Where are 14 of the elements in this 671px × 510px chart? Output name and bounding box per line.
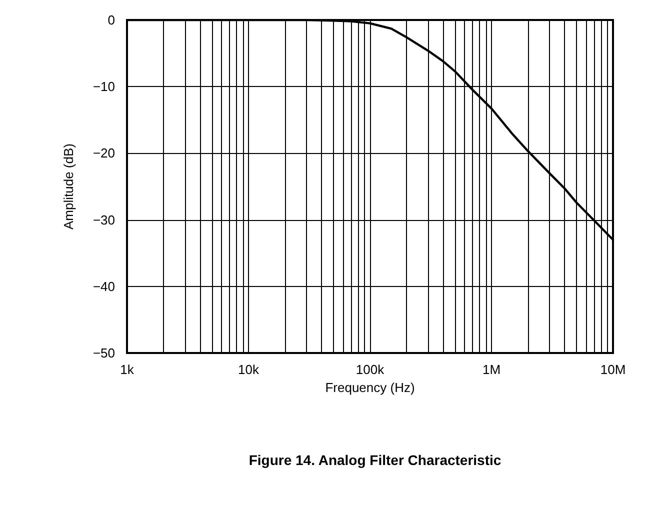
x-axis-title: Frequency (Hz): [325, 380, 415, 395]
y-tick-label: −10: [92, 79, 115, 94]
x-tick-label: 10k: [238, 362, 260, 377]
y-tick-label: −20: [92, 146, 115, 161]
x-tick-label: 100k: [356, 362, 385, 377]
x-tick-label: 1k: [120, 362, 134, 377]
x-tick-label: 10M: [600, 362, 626, 377]
x-tick-label: 1M: [482, 362, 501, 377]
y-tick-label: −40: [92, 278, 115, 294]
text: Figure 14. Analog Filter Characteristic: [248, 452, 502, 468]
y-tick-label: −30: [92, 212, 115, 228]
y-axis-title: Amplitude (dB): [61, 144, 76, 230]
y-tick-label: −50: [92, 346, 115, 360]
y-tick-label: 0: [108, 12, 115, 28]
